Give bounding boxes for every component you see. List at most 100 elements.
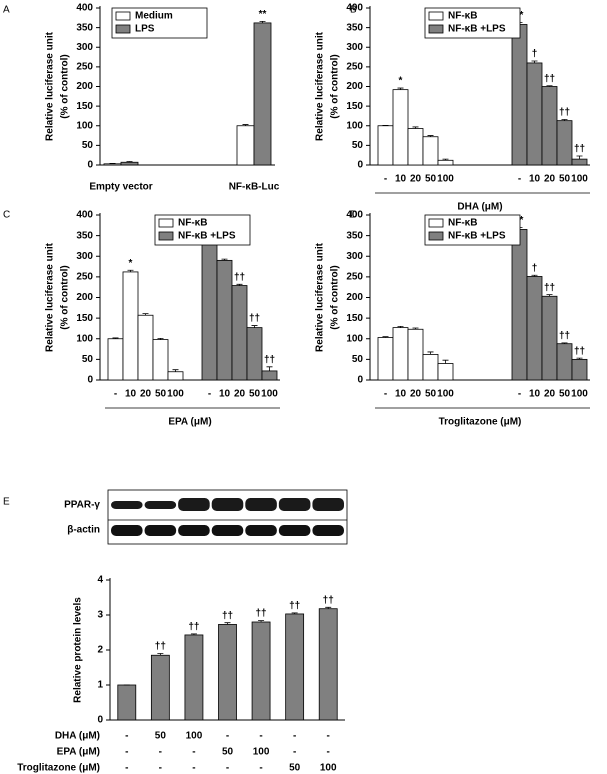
- significance: ††: [559, 107, 570, 118]
- y-tick-label: 400: [346, 210, 363, 221]
- blot-band: [144, 501, 177, 509]
- y-axis-label: (% of control): [330, 54, 341, 118]
- legend-label: Medium: [135, 11, 173, 22]
- y-axis-label: Relative protein levels: [73, 597, 84, 703]
- panel-label: A: [3, 5, 10, 16]
- x-axis-label: EPA (μM): [168, 417, 211, 428]
- legend-swatch: [428, 24, 444, 34]
- bar: [201, 230, 218, 381]
- y-tick-label: 350: [346, 22, 363, 33]
- blot-band: [111, 525, 143, 536]
- bar: [152, 339, 169, 381]
- error-bar: [442, 359, 449, 364]
- legend-label: NF-κB: [448, 218, 477, 229]
- x-tick-label: 10: [529, 174, 541, 185]
- error-bar: [266, 366, 273, 371]
- error-bar: [397, 87, 404, 90]
- bar: [318, 608, 338, 721]
- legend-label: LPS: [135, 24, 155, 35]
- y-tick-label: 1: [97, 680, 103, 691]
- y-tick-label: 250: [76, 62, 93, 73]
- y-axis-label: Relative luciferase unit: [315, 242, 326, 352]
- panel-label: B: [350, 5, 357, 16]
- error-bar: [224, 622, 231, 625]
- bar: [137, 314, 154, 381]
- y-tick-label: 300: [346, 42, 363, 53]
- legend-swatch: [428, 11, 444, 21]
- legend-swatch: [428, 218, 444, 228]
- table-cell: -: [159, 747, 162, 758]
- error-bar: [576, 357, 583, 360]
- y-axis-label: (% of control): [330, 265, 341, 329]
- y-tick-label: 150: [76, 313, 93, 324]
- row-label: Troglitazone (μM): [17, 763, 100, 774]
- bar: [511, 24, 528, 166]
- significance: ††: [155, 641, 166, 652]
- error-bar: [531, 60, 538, 63]
- y-tick-label: 300: [76, 42, 93, 53]
- blot-band: [211, 525, 244, 536]
- significance: *: [399, 76, 403, 87]
- error-bar: [291, 612, 298, 614]
- x-tick-label: -: [384, 389, 387, 400]
- blot-band: [245, 498, 277, 511]
- x-axis-label: Troglitazone (μM): [439, 417, 522, 428]
- table-cell: 100: [320, 763, 337, 774]
- bar: [253, 22, 272, 166]
- significance: ††: [544, 73, 555, 84]
- x-tick-label: -: [384, 174, 387, 185]
- bar: [392, 327, 409, 381]
- significance: ††: [249, 313, 260, 324]
- legend-swatch: [158, 231, 174, 241]
- bar: [103, 163, 122, 166]
- y-tick-label: 100: [76, 333, 93, 344]
- y-tick-label: 400: [76, 210, 93, 221]
- blot-band: [178, 498, 210, 511]
- significance: ††: [574, 346, 585, 357]
- x-tick-label: 20: [544, 389, 556, 400]
- error-bar: [157, 337, 164, 340]
- x-tick-label: Empty vector: [89, 182, 152, 193]
- table-cell: 50: [155, 731, 167, 742]
- x-tick-label: 100: [167, 389, 184, 400]
- y-axis-label: (% of control): [60, 54, 71, 118]
- bar: [216, 259, 233, 381]
- bar: [437, 363, 454, 381]
- significance: †: [532, 263, 538, 274]
- y-tick-label: 300: [346, 251, 363, 262]
- significance: ††: [222, 610, 233, 621]
- table-cell: -: [293, 731, 296, 742]
- bar: [377, 337, 394, 381]
- error-bar: [546, 294, 553, 297]
- legend-label: NF-κB +LPS: [178, 231, 236, 242]
- x-tick-label: 10: [395, 174, 407, 185]
- y-tick-label: 2: [97, 645, 103, 656]
- y-tick-label: 150: [346, 313, 363, 324]
- bar: [184, 634, 204, 721]
- panel-label: C: [3, 210, 10, 221]
- error-bar: [325, 606, 332, 609]
- bar: [107, 338, 124, 381]
- bar: [422, 136, 439, 166]
- y-tick-label: 200: [76, 81, 93, 92]
- table-cell: -: [259, 763, 262, 774]
- x-tick-label: 50: [559, 174, 571, 185]
- x-tick-label: 50: [425, 174, 437, 185]
- error-bar: [221, 258, 228, 261]
- y-tick-label: 350: [76, 22, 93, 33]
- table-cell: 50: [289, 763, 301, 774]
- x-tick-label: 10: [395, 389, 407, 400]
- x-tick-label: 100: [437, 389, 454, 400]
- table-cell: -: [259, 731, 262, 742]
- blot-band: [245, 525, 277, 536]
- table-cell: 50: [222, 747, 234, 758]
- error-bar: [382, 336, 389, 338]
- x-axis-label: DHA (μM): [457, 202, 502, 213]
- y-axis-label: (% of control): [60, 265, 71, 329]
- error-bar: [157, 653, 164, 656]
- x-tick-label: -: [518, 389, 521, 400]
- error-bar: [112, 337, 119, 339]
- error-bar: [546, 85, 553, 87]
- bar: [150, 654, 170, 721]
- x-tick-label: 20: [410, 174, 422, 185]
